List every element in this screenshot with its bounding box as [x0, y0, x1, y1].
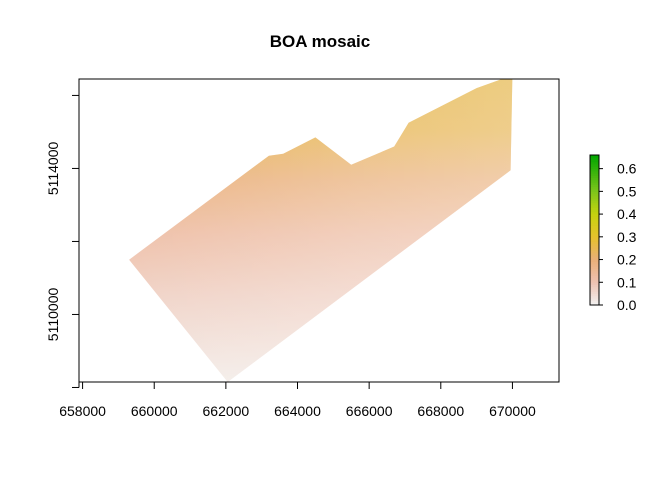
x-tick-label: 664000	[274, 403, 321, 419]
colorbar-swatch	[590, 280, 599, 283]
colorbar-swatch	[590, 293, 599, 297]
colorbar-swatch	[590, 159, 599, 163]
colorbar-swatch	[590, 177, 599, 181]
raster-layer	[129, 79, 513, 382]
colorbar-swatch	[590, 282, 599, 285]
colorbar-swatch	[590, 300, 599, 304]
chart-title: BOA mosaic	[270, 32, 370, 51]
colorbar-swatch	[590, 289, 599, 292]
colorbar-tick-label: 0.0	[617, 297, 637, 313]
colorbar-swatch	[590, 239, 599, 242]
x-tick-label: 668000	[417, 403, 464, 419]
x-tick-label: 670000	[489, 403, 536, 419]
colorbar-tick-label: 0.2	[617, 252, 637, 268]
colorbar-swatch	[590, 266, 599, 270]
x-tick-label: 658000	[59, 403, 106, 419]
colorbar-swatch	[590, 291, 599, 295]
x-axis: 658000 660000 662000 664000 666000 668000 6700…	[59, 381, 536, 419]
colorbar-swatch	[590, 193, 599, 197]
y-tick-label: 5110000	[45, 288, 61, 342]
y-axis: 5110000 5114000	[45, 94, 80, 388]
colorbar-swatch	[590, 173, 599, 176]
colorbar-swatch	[590, 230, 599, 233]
colorbar-swatch	[590, 232, 599, 235]
colorbar-swatch	[590, 227, 599, 231]
colorbar-swatch	[590, 186, 599, 190]
x-tick-label: 662000	[203, 403, 250, 419]
colorbar-legend: 0.0 0.1 0.2 0.3 0.4 0.5 0.6	[589, 154, 637, 313]
colorbar-swatch	[590, 170, 599, 174]
colorbar-tick-label: 0.5	[617, 183, 637, 199]
colorbar-tick-label: 0.6	[617, 161, 637, 177]
colorbar-swatch	[590, 270, 599, 274]
colorbar-swatch	[590, 182, 599, 185]
colorbar-swatch	[590, 195, 599, 199]
colorbar-swatch	[590, 207, 599, 210]
colorbar-swatch	[590, 243, 599, 247]
x-tick-label: 660000	[131, 403, 178, 419]
colorbar-swatch	[590, 166, 599, 170]
colorbar-swatch	[590, 273, 599, 276]
colorbar-swatch	[590, 259, 599, 263]
colorbar-swatch	[590, 218, 599, 222]
colorbar-swatch	[590, 241, 599, 245]
colorbar-swatch	[590, 189, 599, 192]
colorbar-swatch	[590, 175, 599, 179]
colorbar-swatch	[590, 191, 599, 195]
colorbar-swatch	[590, 168, 599, 172]
raster-shading	[129, 79, 513, 382]
colorbar-swatch	[590, 200, 599, 204]
colorbar-swatch	[590, 255, 599, 258]
colorbar-tick-label: 0.1	[617, 274, 637, 290]
colorbar-swatch	[590, 268, 599, 272]
colorbar-swatch	[590, 261, 599, 265]
colorbar-swatch	[590, 295, 599, 299]
colorbar-swatch	[590, 225, 599, 229]
colorbar-swatch	[590, 252, 599, 256]
colorbar-swatch	[590, 211, 599, 215]
colorbar-swatch	[590, 184, 599, 188]
colorbar-swatch	[590, 275, 599, 279]
colorbar-swatch	[590, 220, 599, 224]
colorbar-swatch	[590, 234, 599, 238]
colorbar-swatch	[590, 180, 599, 183]
colorbar-swatch	[590, 198, 599, 201]
colorbar-swatch	[590, 298, 599, 301]
y-tick-label: 5114000	[45, 141, 61, 195]
colorbar-swatch	[590, 223, 599, 226]
colorbar-swatch	[590, 164, 599, 167]
colorbar-frame	[589, 154, 600, 306]
colorbar-swatch	[590, 209, 599, 213]
colorbar-tick-label: 0.3	[617, 229, 637, 245]
colorbar-swatch	[590, 245, 599, 249]
x-tick-label: 666000	[346, 403, 393, 419]
colorbar-swatch	[590, 202, 599, 206]
colorbar-swatch	[590, 264, 599, 267]
colorbar-swatch	[590, 236, 599, 240]
colorbar-swatch	[590, 214, 599, 217]
colorbar-swatch	[590, 302, 599, 306]
colorbar-tick-label: 0.4	[617, 206, 637, 222]
colorbar-swatch	[590, 286, 599, 290]
colorbar-swatch	[590, 161, 599, 165]
colorbar-swatch	[590, 248, 599, 251]
colorbar-swatch	[590, 257, 599, 260]
colorbar-swatch	[590, 277, 599, 281]
colorbar-swatch	[590, 250, 599, 254]
colorbar-swatch	[590, 157, 599, 160]
colorbar-swatch	[590, 205, 599, 208]
colorbar-swatch	[590, 216, 599, 220]
colorbar-swatch	[590, 155, 599, 158]
colorbar-swatch	[590, 284, 599, 288]
